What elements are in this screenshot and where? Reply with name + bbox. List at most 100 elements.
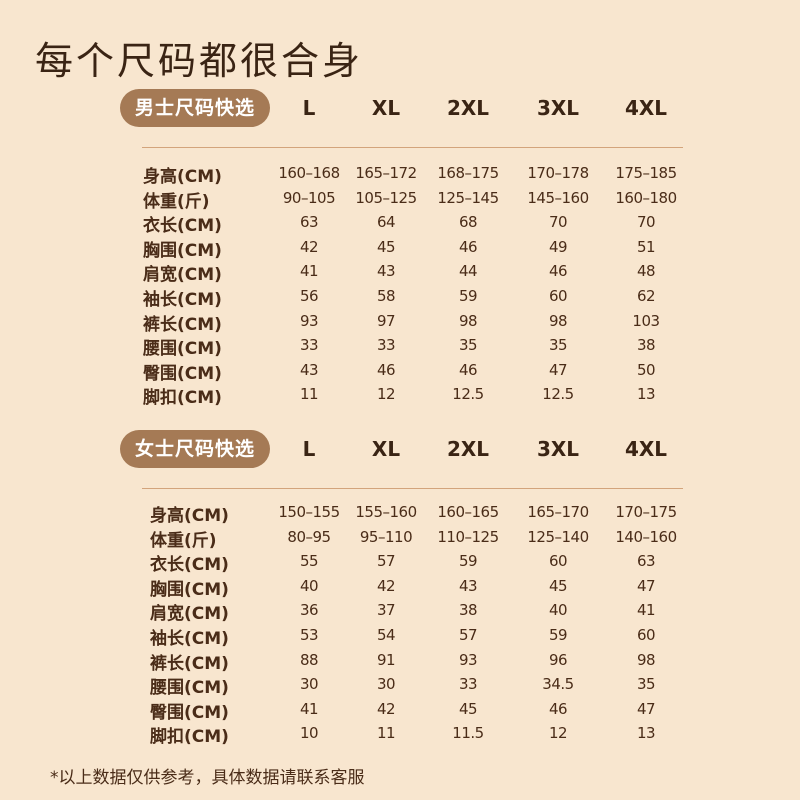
men-row-label: 胸围(CM) <box>143 240 222 261</box>
women-table-cell: 53 <box>299 626 319 644</box>
women-table-cell: 41 <box>299 699 319 718</box>
men-row-label: 臀围(CM) <box>143 363 222 384</box>
men-table-cell: 44 <box>458 262 478 281</box>
men-table-cell: 97 <box>376 311 396 330</box>
men-table-cell: 98 <box>548 311 568 330</box>
men-table-cell: 43 <box>299 360 319 379</box>
women-row-label: 肩宽(CM) <box>150 604 229 625</box>
men-table-cell: 46 <box>458 237 478 256</box>
men-table-cell: 103 <box>632 311 660 330</box>
men-table-cell: 56 <box>299 287 319 305</box>
men-size-badge: 男士尺码快选 <box>120 89 270 127</box>
men-table-cell: 33 <box>376 336 396 355</box>
men-table-cell: 43 <box>376 262 396 281</box>
men-table-cell: 160–168 <box>278 164 340 182</box>
women-size-header: 4XL <box>624 437 668 461</box>
women-table-cell: 110–125 <box>437 527 499 546</box>
men-table-cell: 33 <box>299 336 319 355</box>
men-table-cell: 41 <box>299 262 319 281</box>
women-row-label: 腰围(CM) <box>150 678 229 699</box>
men-table-cell: 58 <box>376 287 396 305</box>
women-table-cell: 150–155 <box>278 503 340 521</box>
women-table-cell: 125–140 <box>527 527 589 546</box>
women-table-cell: 60 <box>636 626 656 644</box>
men-table-cell: 170–178 <box>527 164 589 182</box>
women-table-cell: 35 <box>636 675 656 694</box>
women-table-cell: 40 <box>299 576 319 595</box>
women-row-label: 衣长(CM) <box>150 555 229 576</box>
women-table-cell: 165–170 <box>527 503 589 521</box>
women-row-label: 体重(斤) <box>150 530 217 551</box>
men-table-cell: 62 <box>636 287 656 305</box>
women-row-label: 身高(CM) <box>150 506 229 526</box>
men-row-label: 腰围(CM) <box>143 339 222 360</box>
men-size-header: 4XL <box>624 96 668 120</box>
women-table-cell: 47 <box>636 699 656 718</box>
women-row-label: 袖长(CM) <box>150 629 229 649</box>
women-table-cell: 88 <box>299 650 319 669</box>
women-size-badge: 女士尺码快选 <box>120 430 270 468</box>
women-table-cell: 93 <box>458 650 478 669</box>
women-table-cell: 46 <box>548 699 568 718</box>
men-table-cell: 50 <box>636 360 656 379</box>
men-table-cell: 49 <box>548 237 568 256</box>
men-table-cell: 12 <box>376 385 396 404</box>
women-table-cell: 170–175 <box>615 503 677 521</box>
men-table-cell: 70 <box>548 213 568 232</box>
women-table-cell: 30 <box>376 675 396 694</box>
men-table-cell: 145–160 <box>527 188 589 207</box>
women-table-cell: 59 <box>548 626 568 644</box>
women-table-cell: 40 <box>548 601 568 620</box>
men-table-cell: 12.5 <box>452 385 484 404</box>
men-table-cell: 63 <box>299 213 319 232</box>
men-table-cell: 160–180 <box>615 188 677 207</box>
men-table-cell: 42 <box>299 237 319 256</box>
men-row-label: 袖长(CM) <box>143 290 222 310</box>
women-table-cell: 33 <box>458 675 478 694</box>
women-table-cell: 41 <box>636 601 656 620</box>
women-table-cell: 59 <box>458 552 478 571</box>
women-table-cell: 96 <box>548 650 568 669</box>
men-table-cell: 165–172 <box>355 164 417 182</box>
men-table-cell: 125–145 <box>437 188 499 207</box>
women-table-cell: 42 <box>376 699 396 718</box>
men-table-cell: 51 <box>636 237 656 256</box>
men-table-cell: 68 <box>458 213 478 232</box>
men-table-cell: 93 <box>299 311 319 330</box>
women-table-cell: 45 <box>548 576 568 595</box>
men-table-cell: 35 <box>458 336 478 355</box>
women-size-header: L <box>302 437 316 461</box>
women-table-cell: 55 <box>299 552 319 571</box>
women-table-cell: 98 <box>636 650 656 669</box>
men-divider <box>142 147 683 148</box>
men-size-header: 2XL <box>446 96 490 120</box>
women-table-cell: 42 <box>376 576 396 595</box>
men-table-cell: 70 <box>636 213 656 232</box>
women-table-cell: 11.5 <box>452 724 484 743</box>
women-table-cell: 11 <box>376 724 396 743</box>
men-row-label: 脚扣(CM) <box>143 388 222 409</box>
men-table-cell: 47 <box>548 360 568 379</box>
men-table-cell: 46 <box>548 262 568 281</box>
women-table-cell: 43 <box>458 576 478 595</box>
women-table-cell: 91 <box>376 650 396 669</box>
women-size-header: 2XL <box>446 437 490 461</box>
women-table-cell: 34.5 <box>542 675 574 694</box>
page-title: 每个尺码都很合身 <box>35 39 364 83</box>
women-table-cell: 36 <box>299 601 319 620</box>
women-table-cell: 54 <box>376 626 396 644</box>
men-table-cell: 168–175 <box>437 164 499 182</box>
men-table-cell: 45 <box>376 237 396 256</box>
women-table-cell: 57 <box>458 626 478 644</box>
footnote: *以上数据仅供参考，具体数据请联系客服 <box>50 768 365 788</box>
men-table-cell: 13 <box>636 385 656 404</box>
men-table-cell: 105–125 <box>355 188 417 207</box>
men-table-cell: 64 <box>376 213 396 232</box>
women-row-label: 胸围(CM) <box>150 579 229 600</box>
women-table-cell: 10 <box>299 724 319 743</box>
men-table-cell: 98 <box>458 311 478 330</box>
women-table-cell: 140–160 <box>615 527 677 546</box>
men-size-header: 3XL <box>536 96 580 120</box>
women-table-cell: 60 <box>548 552 568 571</box>
men-table-cell: 90–105 <box>282 188 336 207</box>
